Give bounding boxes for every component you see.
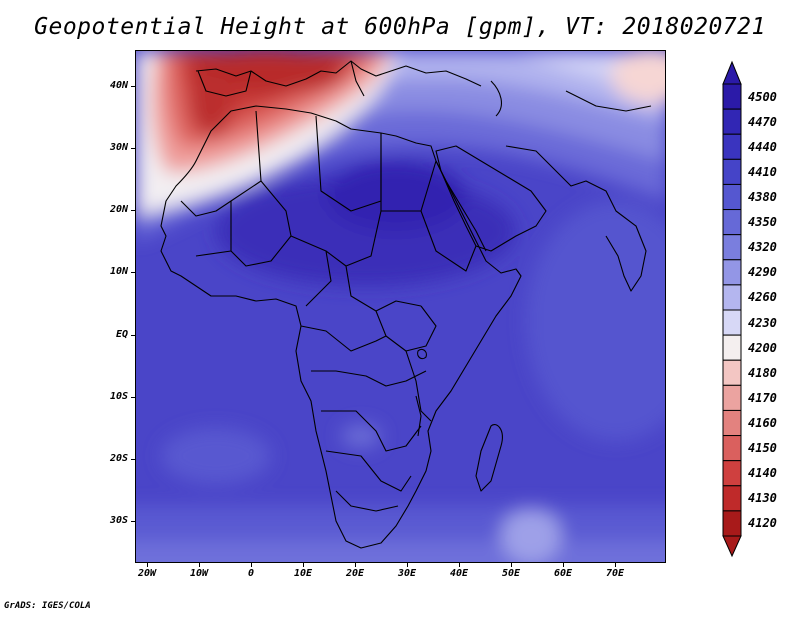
colorbar-level-label: 4170 — [748, 390, 777, 405]
colorbar — [722, 60, 742, 558]
lon-label-50e: 50E — [501, 568, 521, 579]
lon-tick — [511, 563, 512, 567]
colorbar-level-label: 4180 — [748, 365, 777, 380]
lon-tick — [147, 563, 148, 567]
colorbar-segment — [722, 209, 742, 236]
colorbar-level-label: 4380 — [748, 190, 777, 204]
lon-label-10e: 10E — [293, 568, 313, 579]
colorbar-level-label: 4260 — [748, 290, 777, 305]
lat-tick — [131, 148, 135, 149]
lon-tick — [615, 563, 616, 567]
colorbar-top-arrow — [722, 60, 742, 85]
colorbar-segment — [722, 108, 742, 135]
lon-tick — [303, 563, 304, 567]
lat-label-10s: 10S — [109, 391, 128, 402]
colorbar-level-label: 4160 — [748, 416, 777, 430]
geopotential-field — [136, 51, 665, 562]
colorbar-level-label: 4230 — [748, 315, 777, 330]
lat-label-30s: 30S — [109, 515, 128, 526]
lat-tick — [131, 86, 135, 87]
colorbar-segment — [722, 409, 742, 437]
colorbar-segment — [722, 334, 742, 361]
colorbar-segment — [722, 259, 742, 286]
lat-label-30n: 30N — [109, 142, 128, 153]
lon-label-0: 0 — [247, 568, 255, 579]
lat-tick — [131, 335, 135, 336]
lon-label-10w: 10W — [189, 568, 209, 579]
colorbar-segment — [722, 183, 742, 211]
lat-label-20n: 20N — [109, 204, 128, 215]
lon-label-20e: 20E — [345, 568, 365, 579]
lat-label-40n: 40N — [109, 80, 128, 91]
lon-tick — [251, 563, 252, 567]
colorbar-segment — [722, 158, 742, 185]
lon-label-30e: 30E — [397, 568, 417, 579]
lon-tick — [459, 563, 460, 567]
lon-tick — [199, 563, 200, 567]
lon-tick — [355, 563, 356, 567]
colorbar-level-label: 4290 — [748, 265, 777, 280]
colorbar-segment — [722, 384, 742, 411]
colorbar-level-label: 4140 — [748, 466, 777, 481]
lat-tick — [131, 459, 135, 460]
colorbar-segment — [722, 309, 742, 336]
lat-tick — [131, 272, 135, 273]
coastlines — [160, 60, 652, 549]
colorbar-level-label: 4500 — [748, 89, 777, 104]
colorbar-level-label: 4200 — [748, 340, 777, 355]
colorbar-segment — [722, 284, 742, 311]
colorbar-segment — [722, 460, 742, 487]
lon-label-40e: 40E — [449, 568, 469, 579]
lat-label-eq: EQ — [115, 329, 128, 340]
chart-title: Geopotential Height at 600hPa [gpm], VT:… — [34, 14, 766, 40]
lat-label-20s: 20S — [109, 453, 128, 464]
colorbar-level-label: 4120 — [748, 516, 777, 531]
lon-label-60e: 60E — [553, 568, 573, 579]
lon-tick — [407, 563, 408, 567]
colorbar-segment — [722, 435, 742, 462]
colorbar-level-label: 4320 — [748, 240, 777, 255]
lon-label-70e: 70E — [605, 568, 625, 579]
lon-tick — [563, 563, 564, 567]
lat-label-10n: 10N — [109, 266, 128, 277]
footer-credit: GrADS: IGES/COLA — [4, 601, 91, 611]
colorbar-segment — [722, 510, 742, 537]
colorbar-segment — [722, 359, 742, 386]
colorbar-level-label: 4470 — [748, 114, 777, 129]
colorbar-bottom-arrow — [722, 535, 742, 558]
colorbar-level-label: 4150 — [748, 441, 777, 456]
map-panel — [135, 50, 666, 563]
colorbar-segment — [722, 234, 742, 261]
colorbar-level-label: 4440 — [748, 139, 777, 154]
lat-tick — [131, 521, 135, 522]
lat-tick — [131, 397, 135, 398]
colorbar-level-label: 4350 — [748, 215, 777, 230]
lon-label-20w: 20W — [137, 568, 157, 579]
colorbar-segment — [722, 133, 742, 160]
colorbar-segment — [722, 83, 742, 110]
colorbar-level-label: 4410 — [748, 164, 777, 179]
lat-tick — [131, 210, 135, 211]
colorbar-segment — [722, 485, 742, 512]
colorbar-level-label: 4130 — [748, 491, 777, 506]
